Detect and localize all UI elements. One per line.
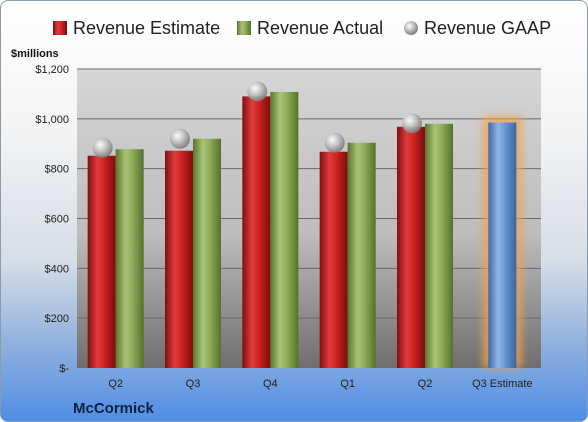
y-tick-label: $200 — [45, 313, 69, 325]
y-tick-label: $1,200 — [35, 64, 69, 76]
y-axis-ticks: $- $200 $400 $600 $800 $1,000 $1,200 — [35, 64, 69, 375]
legend-swatch — [237, 21, 251, 35]
bar-revenue-estimate — [165, 150, 193, 368]
x-tick-label: Q1 — [340, 378, 355, 390]
x-tick-label: Q2 — [418, 378, 433, 390]
x-axis-ticks: Q2 Q3 Q4 Q1 Q2 Q3 Estimate — [108, 378, 532, 390]
bar-revenue-actual — [270, 91, 299, 368]
bar-revenue-actual — [193, 138, 221, 368]
y-tick-label: $1,000 — [35, 114, 69, 126]
gaap-marker — [92, 137, 113, 158]
bar-q3-estimate — [488, 122, 517, 368]
gaap-marker — [324, 132, 345, 153]
bars — [87, 91, 523, 369]
x-tick-label: Q3 Estimate — [472, 378, 533, 390]
gaap-markers — [92, 81, 422, 158]
bar-revenue-estimate — [87, 155, 116, 368]
y-tick-label: $600 — [45, 214, 69, 226]
gridlines — [77, 68, 541, 319]
legend-swatch — [53, 21, 67, 35]
y-tick-label: $- — [59, 363, 69, 375]
bar-revenue-estimate — [397, 126, 425, 368]
x-tick-label: Q4 — [263, 378, 278, 390]
legend-label: Revenue Estimate — [73, 18, 220, 38]
legend-swatch — [404, 21, 418, 35]
y-tick-label: $800 — [45, 164, 69, 176]
y-tick-label: $400 — [45, 263, 69, 275]
y-axis-label: $millions — [11, 48, 59, 60]
bar-revenue-estimate — [242, 96, 271, 369]
gaap-marker — [170, 128, 190, 149]
bar-revenue-estimate — [319, 151, 348, 368]
gaap-marker — [247, 81, 268, 102]
x-tick-label: Q2 — [108, 378, 123, 390]
legend-label: Revenue Actual — [257, 18, 383, 38]
bar-revenue-actual — [347, 142, 376, 368]
bar-revenue-actual — [115, 149, 144, 368]
x-tick-label: Q3 — [186, 378, 201, 390]
gaap-marker — [402, 113, 422, 134]
legend: Revenue Estimate Revenue Actual Revenue GA… — [53, 18, 551, 38]
company-name: McCormick — [73, 400, 155, 417]
legend-label: Revenue GAAP — [424, 18, 551, 38]
bar-revenue-actual — [425, 123, 453, 368]
